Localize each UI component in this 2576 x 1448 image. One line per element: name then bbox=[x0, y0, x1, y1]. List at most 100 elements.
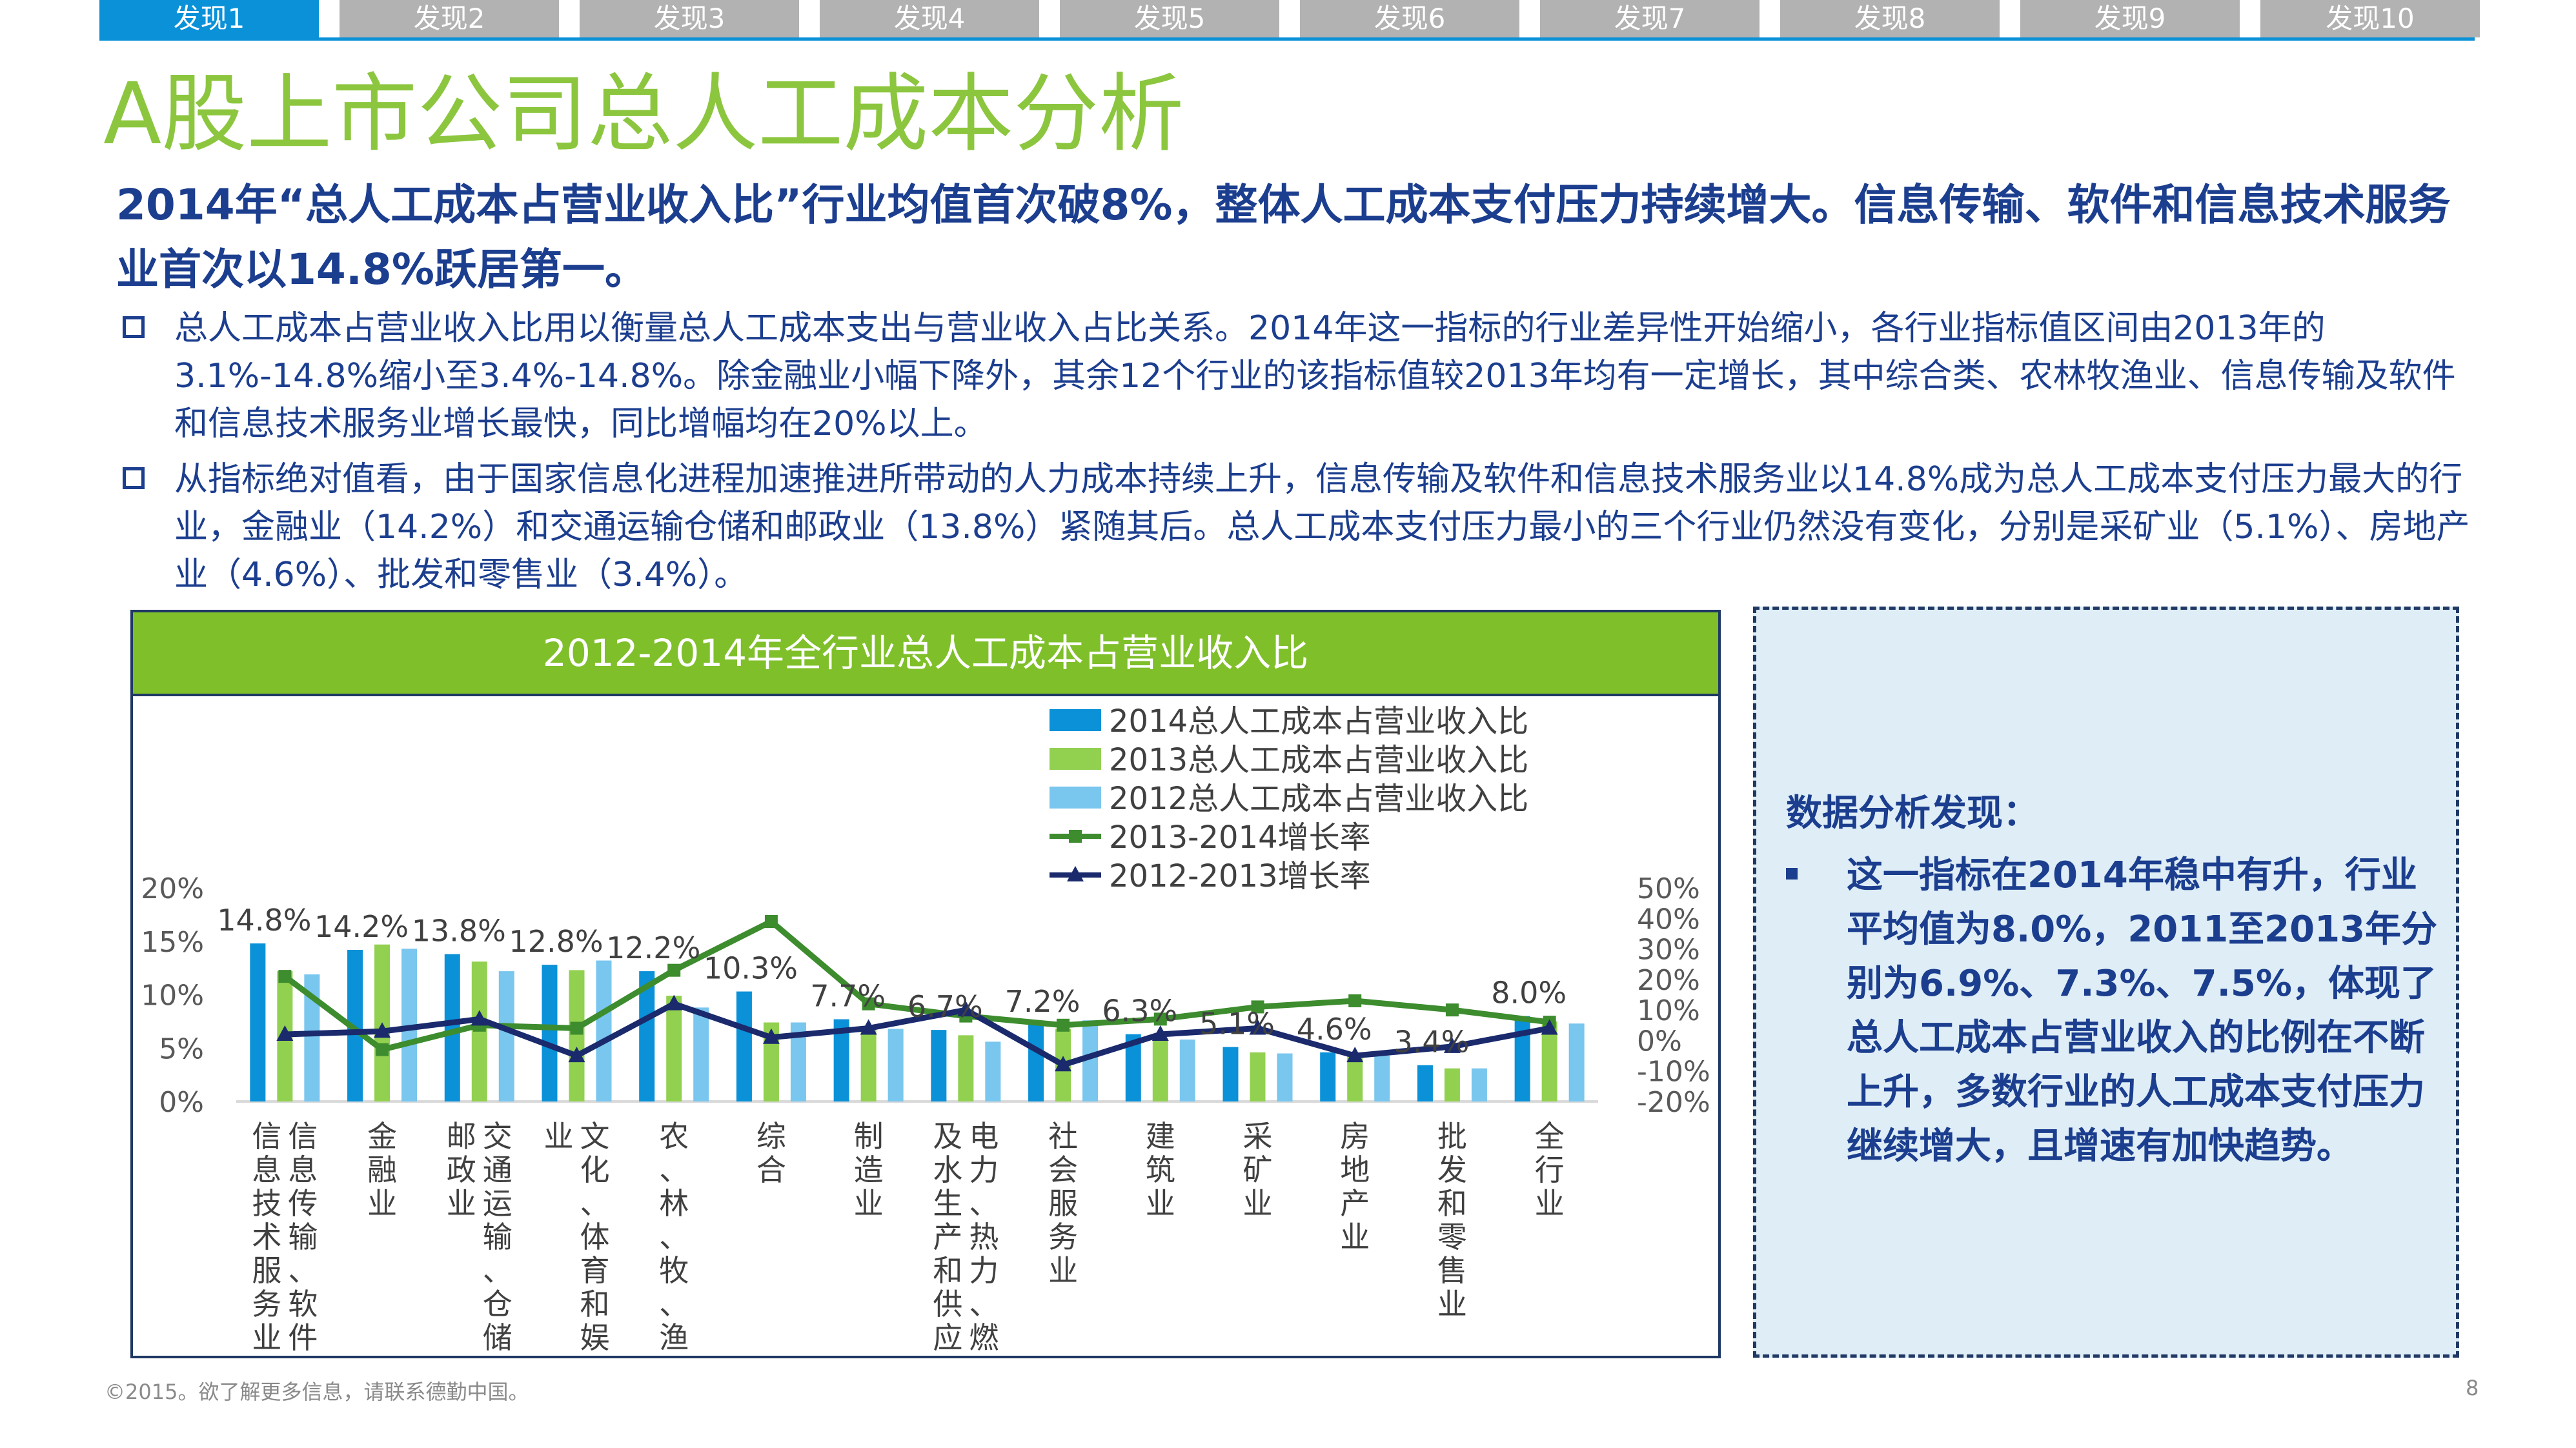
bar-2013 bbox=[569, 970, 585, 1101]
y-right-tick-label: -20% bbox=[1637, 1086, 1710, 1119]
bullet-text: 从指标绝对值看，由于国家信息化进程加速推进所带动的人力成本持续上升，信息传输及软… bbox=[174, 460, 2470, 594]
y-left-tick-label: 0% bbox=[159, 1086, 204, 1119]
growth-2013-2014-point bbox=[764, 915, 778, 929]
y-right-tick-label: 20% bbox=[1637, 964, 1700, 997]
growth-2013-2014-point bbox=[278, 970, 292, 983]
bar-2013 bbox=[1152, 1038, 1168, 1101]
tab-finding-9[interactable]: 发现9 bbox=[2020, 0, 2240, 37]
category-label: 信息技术服务业 bbox=[252, 1119, 281, 1355]
bar-2012 bbox=[887, 1029, 904, 1101]
growth-2012-2013-point bbox=[1443, 1037, 1461, 1053]
tab-finding-6[interactable]: 发现6 bbox=[1300, 0, 1519, 37]
bar-2012 bbox=[1374, 1055, 1390, 1101]
growth-2012-2013-point bbox=[860, 1019, 877, 1035]
growth-2013-2014-point bbox=[1348, 994, 1362, 1007]
finding-text: 这一指标在2014年稳中有升，行业平均值为8.0%，2011至2013年分别为6… bbox=[1847, 854, 2438, 1167]
data-label: 4.6% bbox=[1297, 1012, 1372, 1047]
y-left-tick-label: 10% bbox=[141, 980, 204, 1012]
page-number: 8 bbox=[2466, 1376, 2479, 1400]
bar-2013 bbox=[860, 1027, 877, 1101]
findings-list: 这一指标在2014年稳中有升，行业平均值为8.0%，2011至2013年分别为6… bbox=[1786, 849, 2438, 1174]
legend-label: 2013-2014增长率 bbox=[1109, 820, 1371, 856]
tab-finding-4[interactable]: 发现4 bbox=[820, 0, 1039, 37]
findings-title: 数据分析发现： bbox=[1786, 792, 2039, 834]
chart-title: 2012-2014年全行业总人工成本占营业收入比 bbox=[133, 612, 1718, 696]
legend-swatch bbox=[1050, 709, 1101, 731]
bar-2014 bbox=[250, 943, 266, 1101]
tab-finding-3[interactable]: 发现3 bbox=[580, 0, 799, 37]
data-label: 7.7% bbox=[810, 979, 886, 1014]
y-left-tick-label: 5% bbox=[159, 1032, 204, 1065]
data-label: 13.8% bbox=[412, 914, 506, 949]
category-label: 信息传输、软件和 bbox=[288, 1119, 318, 1356]
y-right-tick-label: 10% bbox=[1637, 994, 1700, 1027]
tab-finding-2[interactable]: 发现2 bbox=[340, 0, 559, 37]
growth-2012-2013-point bbox=[957, 1001, 975, 1017]
data-label: 7.2% bbox=[1005, 984, 1080, 1019]
growth-2013-2014-point bbox=[1057, 1018, 1070, 1032]
bar-2012 bbox=[1568, 1023, 1585, 1101]
legend-label: 2012-2013增长率 bbox=[1109, 858, 1371, 894]
bar-2013 bbox=[666, 996, 682, 1101]
legend-label: 2012总人工成本占营业收入比 bbox=[1109, 781, 1528, 817]
headline: 2014年“总人工成本占营业收入比”行业均值首次破8%，整体人工成本支付压力持续… bbox=[116, 180, 2451, 294]
bar-2014 bbox=[931, 1030, 947, 1101]
growth-2012-2013-point bbox=[1055, 1056, 1072, 1072]
square-bullet-icon bbox=[1786, 868, 1798, 880]
checkbox-square-icon bbox=[123, 467, 145, 489]
tab-finding-10[interactable]: 发现10 bbox=[2260, 0, 2480, 37]
tab-finding-5[interactable]: 发现5 bbox=[1060, 0, 1279, 37]
y-right-tick-label: 40% bbox=[1637, 903, 1700, 936]
bar-2013 bbox=[1347, 1054, 1363, 1101]
bar-2012 bbox=[596, 960, 612, 1101]
growth-2012-2013-point bbox=[1346, 1047, 1364, 1063]
growth-2012-2013-point bbox=[1249, 1019, 1266, 1035]
y-left-tick-label: 20% bbox=[141, 872, 204, 905]
bar-2013 bbox=[1541, 1021, 1557, 1101]
bar-2014 bbox=[1417, 1065, 1433, 1101]
bar-2013 bbox=[1444, 1068, 1460, 1101]
tab-finding-8[interactable]: 发现8 bbox=[1780, 0, 2000, 37]
bar-2012 bbox=[1179, 1040, 1195, 1101]
tab-finding-7[interactable]: 发现7 bbox=[1540, 0, 1760, 37]
legend-marker bbox=[1067, 866, 1084, 881]
bullet-text: 总人工成本占营业收入比用以衡量总人工成本支出与营业收入占比关系。2014年这一指… bbox=[174, 309, 2456, 443]
tab-finding-1[interactable]: 发现1 bbox=[99, 0, 319, 37]
chart-plot: 0%5%10%15%20%-20%-10%0%10%20%30%40%50%14… bbox=[141, 703, 1710, 1356]
data-label: 12.2% bbox=[606, 930, 700, 965]
growth-2013-2014-point bbox=[570, 1021, 583, 1035]
legend-marker bbox=[1069, 830, 1082, 843]
legend-swatch bbox=[1050, 787, 1101, 809]
growth-2013-2014-point bbox=[1445, 1003, 1459, 1017]
legend-label: 2013总人工成本占营业收入比 bbox=[1109, 742, 1528, 778]
data-label: 8.0% bbox=[1491, 976, 1567, 1011]
category-label: 及水生产和供应业 bbox=[933, 1119, 962, 1356]
category-label: 业 bbox=[544, 1119, 574, 1154]
growth-2012-2013-point bbox=[471, 1010, 488, 1026]
category-label: 金融业 bbox=[367, 1119, 397, 1221]
bar-2012 bbox=[1471, 1068, 1487, 1101]
category-label: 制造业 bbox=[854, 1119, 884, 1221]
growth-2012-2013-point bbox=[762, 1028, 780, 1044]
legend-swatch bbox=[1050, 748, 1101, 770]
y-right-tick-label: 30% bbox=[1637, 934, 1700, 967]
bar-2014 bbox=[639, 971, 655, 1101]
growth-2012-2013-point bbox=[374, 1022, 391, 1038]
bar-2014 bbox=[1028, 1024, 1044, 1101]
page-title: A股上市公司总人工成本分析 bbox=[103, 65, 1184, 164]
category-label: 采矿业 bbox=[1243, 1119, 1273, 1221]
y-left-tick-label: 15% bbox=[141, 926, 204, 959]
data-label: 14.8% bbox=[217, 903, 311, 938]
growth-2013-2014-point bbox=[1251, 1000, 1264, 1014]
footer-copyright: ©2015。欲了解更多信息，请联系德勤中国。 bbox=[105, 1380, 529, 1404]
tab-bar: 发现1 发现2 发现3 发现4 发现5 发现6 发现7 发现8 发现9 发现10 bbox=[99, 0, 2480, 37]
category-label: 农、林、牧、渔业 bbox=[659, 1119, 689, 1356]
category-label: 交通运输、仓储和 bbox=[483, 1119, 512, 1356]
tab-underline bbox=[99, 37, 2475, 41]
category-label: 社会服务业 bbox=[1048, 1119, 1078, 1288]
data-label: 3.4% bbox=[1394, 1025, 1469, 1060]
bar-2014 bbox=[736, 991, 752, 1101]
data-label: 14.2% bbox=[314, 909, 409, 944]
growth-2013-2014-point bbox=[862, 997, 875, 1011]
checkbox-square-icon bbox=[123, 316, 145, 338]
